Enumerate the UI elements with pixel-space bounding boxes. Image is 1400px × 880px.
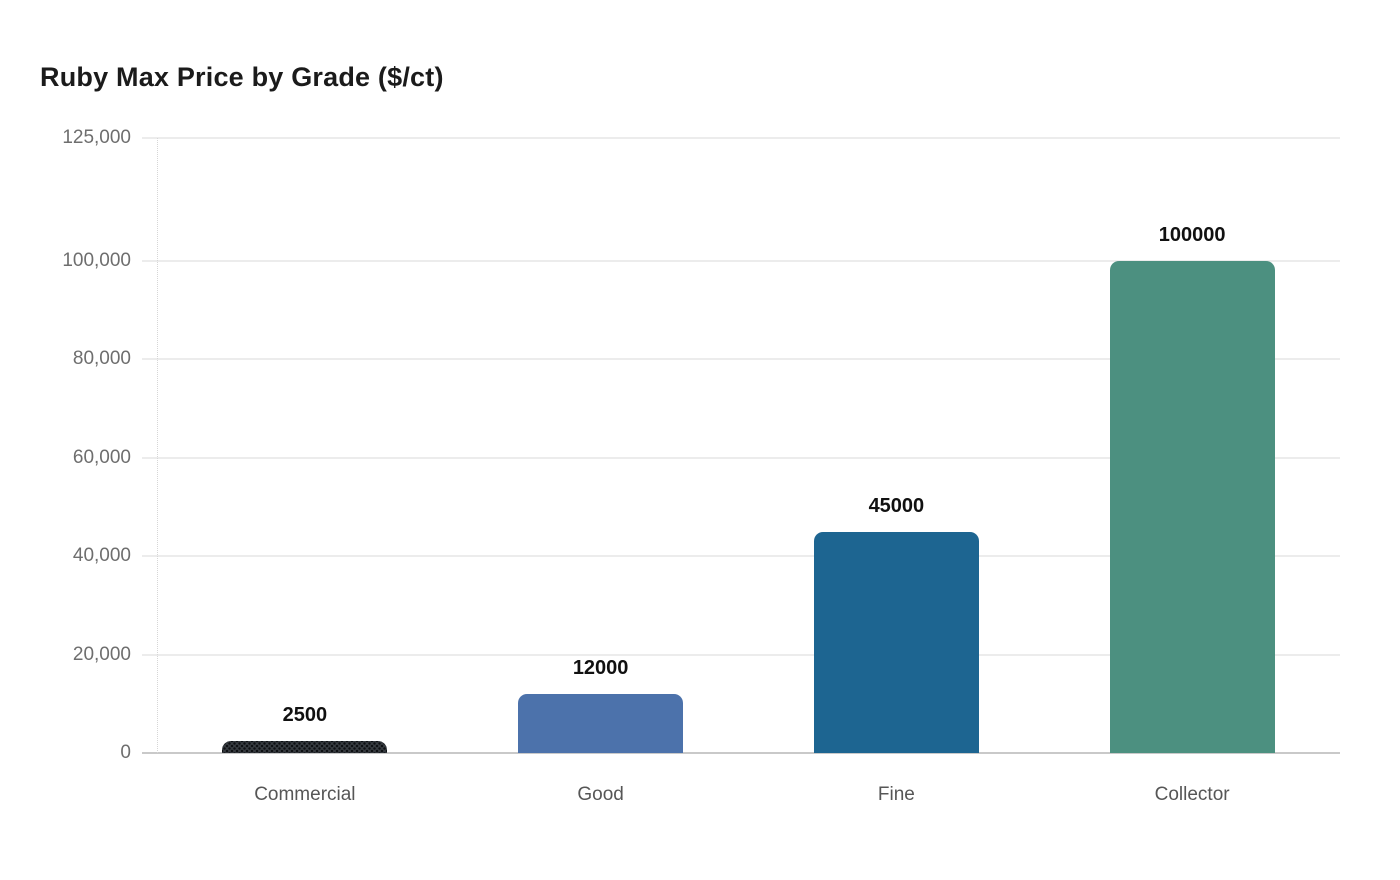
x-axis-line: [142, 752, 1340, 754]
y-tick-label: 40,000: [72, 545, 131, 567]
y-tick-label: 0: [120, 742, 131, 763]
bar-value-label: 100000: [1158, 224, 1226, 246]
bar-value-label: 45000: [868, 494, 925, 517]
bar-value-label: 2500: [282, 703, 328, 726]
plot-area: 0 20,000 40,000 60,000 80,000 100,000 125,000 2…: [62, 127, 1340, 805]
bar-commercial[interactable]: [222, 740, 388, 753]
bar-collector[interactable]: [1109, 261, 1275, 753]
chart-title: Ruby Max Price by Grade ($/ct): [40, 62, 444, 92]
y-gridline: [142, 653, 1340, 656]
y-gridline: [142, 137, 1340, 139]
y-gridline: [142, 260, 1340, 262]
y-axis-line: [157, 138, 158, 753]
x-category-label: Good: [577, 784, 624, 805]
y-gridline: [142, 555, 1340, 558]
y-tick-label: 125,000: [62, 127, 131, 148]
y-tick-label: 100,000: [62, 250, 131, 271]
bar-value-label: 12000: [572, 656, 629, 679]
y-gridline: [142, 358, 1340, 361]
y-tick-label: 80,000: [72, 348, 131, 370]
x-category-label: Commercial: [254, 784, 356, 805]
bar-fine[interactable]: [813, 531, 979, 753]
bar-good[interactable]: [518, 693, 684, 753]
y-gridline: [142, 456, 1340, 459]
x-category-label: Fine: [877, 784, 915, 805]
y-tick-label: 60,000: [72, 446, 131, 468]
y-tick-label: 20,000: [72, 643, 131, 665]
x-category-label: Collector: [1154, 784, 1230, 805]
